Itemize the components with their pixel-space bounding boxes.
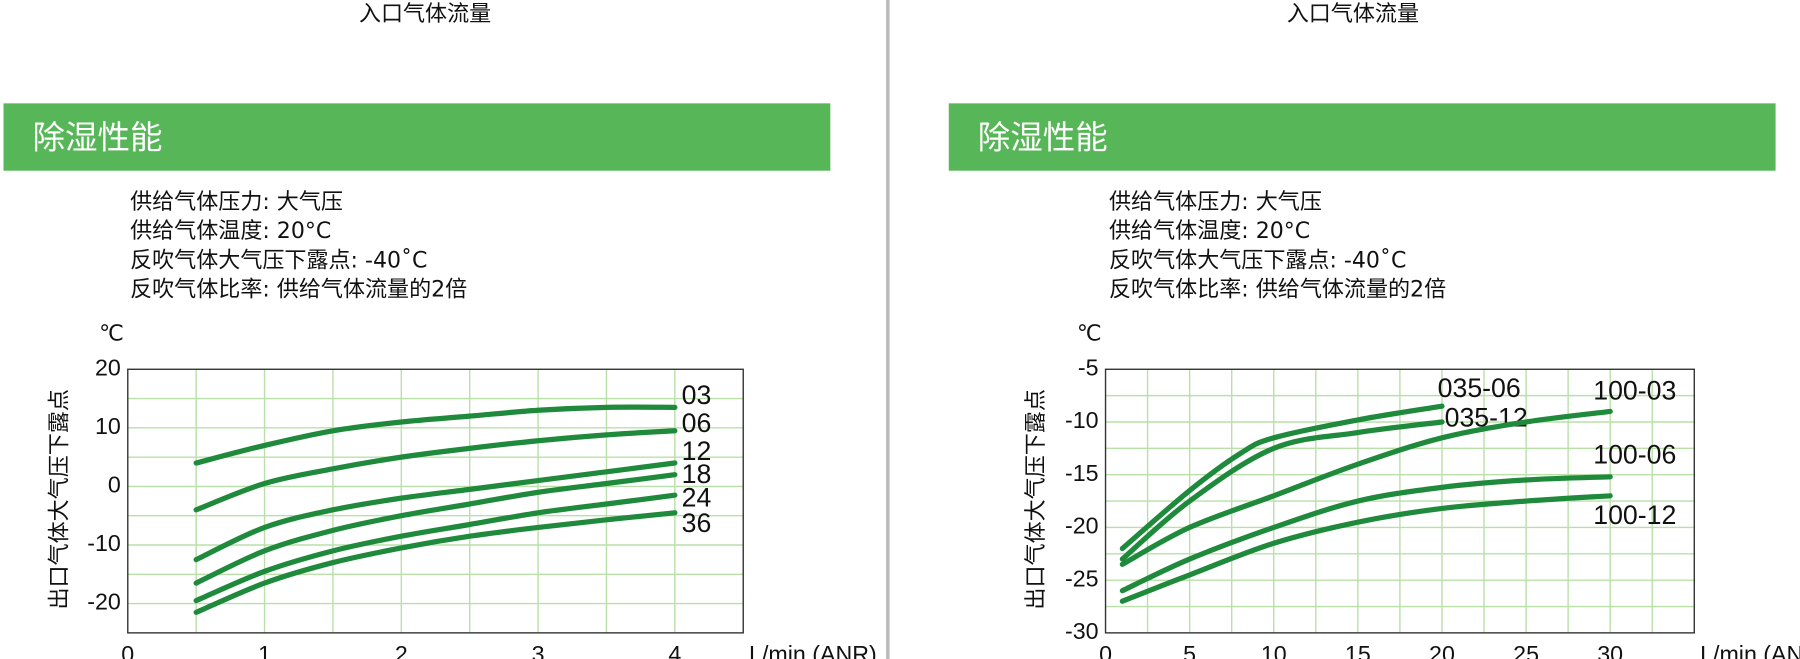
x-tick-label: 5 xyxy=(1183,641,1196,659)
line xyxy=(1119,408,1613,567)
banner xyxy=(948,103,1776,171)
section-header: 入口气体流量 xyxy=(359,2,491,27)
line xyxy=(1119,403,1445,552)
y-axis-label: 出口气体大气压下露点 xyxy=(47,389,72,609)
condition: 供给气体温度: 20°C xyxy=(1109,219,1310,244)
x-tick-label: 2 xyxy=(395,641,408,659)
line xyxy=(1119,493,1613,604)
line xyxy=(193,510,678,615)
y-unit: ℃ xyxy=(1077,321,1102,346)
x-tick-label: 20 xyxy=(1429,641,1455,659)
line xyxy=(193,492,678,604)
condition: 供给气体压力: 大气压 xyxy=(1109,190,1322,215)
x-tick-label: 10 xyxy=(1261,641,1287,659)
series-label: 12 xyxy=(682,436,712,466)
line xyxy=(1119,474,1613,594)
y-tick-label: -10 xyxy=(1065,407,1099,433)
condition: 供给气体压力: 大气压 xyxy=(130,190,343,215)
line xyxy=(193,460,678,563)
x-tick-label: 3 xyxy=(532,641,545,659)
banner-title: 除湿性能 xyxy=(978,118,1108,156)
line xyxy=(1119,419,1445,562)
condition: 反吹气体比率: 供给气体流量的2倍 xyxy=(130,277,467,302)
x-tick-label: 1 xyxy=(258,641,271,659)
y-tick-label: -15 xyxy=(1065,460,1099,486)
x-axis-label: L/min (ANR) xyxy=(1700,641,1800,659)
y-tick-label: -30 xyxy=(1065,618,1099,644)
series-label: 03 xyxy=(682,380,712,410)
condition: 供给气体温度: 20°C xyxy=(130,219,331,244)
x-tick-label: 0 xyxy=(1099,641,1112,659)
series-label: 035-06 xyxy=(1438,373,1521,403)
y-tick-label: 0 xyxy=(108,472,121,498)
series-label: 100-06 xyxy=(1593,439,1676,469)
plot-frame xyxy=(1104,368,1695,634)
y-tick-label: -25 xyxy=(1065,565,1099,591)
y-tick-label: 20 xyxy=(95,354,121,380)
y-tick-label: -10 xyxy=(87,530,121,556)
x-tick-label: 30 xyxy=(1597,641,1623,659)
y-tick-label: 10 xyxy=(95,413,121,439)
banner xyxy=(3,103,831,171)
series-label: 18 xyxy=(682,459,712,489)
condition: 反吹气体比率: 供给气体流量的2倍 xyxy=(1109,277,1446,302)
series-label: 100-03 xyxy=(1593,376,1676,406)
banner-title: 除湿性能 xyxy=(33,118,163,156)
line xyxy=(193,404,678,466)
plot-frame xyxy=(127,368,744,634)
x-tick-label: 4 xyxy=(668,641,681,659)
condition: 反吹气体大气压下露点: -40˚C xyxy=(1109,248,1406,273)
section-header: 入口气体流量 xyxy=(1287,2,1419,27)
series-label: 36 xyxy=(682,508,712,538)
x-tick-label: 15 xyxy=(1345,641,1371,659)
series-label: 100-12 xyxy=(1593,500,1676,530)
x-axis-label: L/min (ANR) xyxy=(749,641,877,659)
series-label: 06 xyxy=(682,408,712,438)
line xyxy=(193,428,678,513)
y-tick-label: -20 xyxy=(87,589,121,615)
y-unit: ℃ xyxy=(99,321,124,346)
divider xyxy=(886,0,890,659)
series-label: 24 xyxy=(682,482,712,512)
line xyxy=(193,472,678,586)
y-tick-label: -5 xyxy=(1078,354,1099,380)
condition: 反吹气体大气压下露点: -40˚C xyxy=(130,248,427,273)
y-tick-label: -20 xyxy=(1065,513,1099,539)
y-axis-label: 出口气体大气压下露点 xyxy=(1024,389,1049,609)
x-tick-label: 25 xyxy=(1513,641,1539,659)
x-tick-label: 0 xyxy=(121,641,134,659)
